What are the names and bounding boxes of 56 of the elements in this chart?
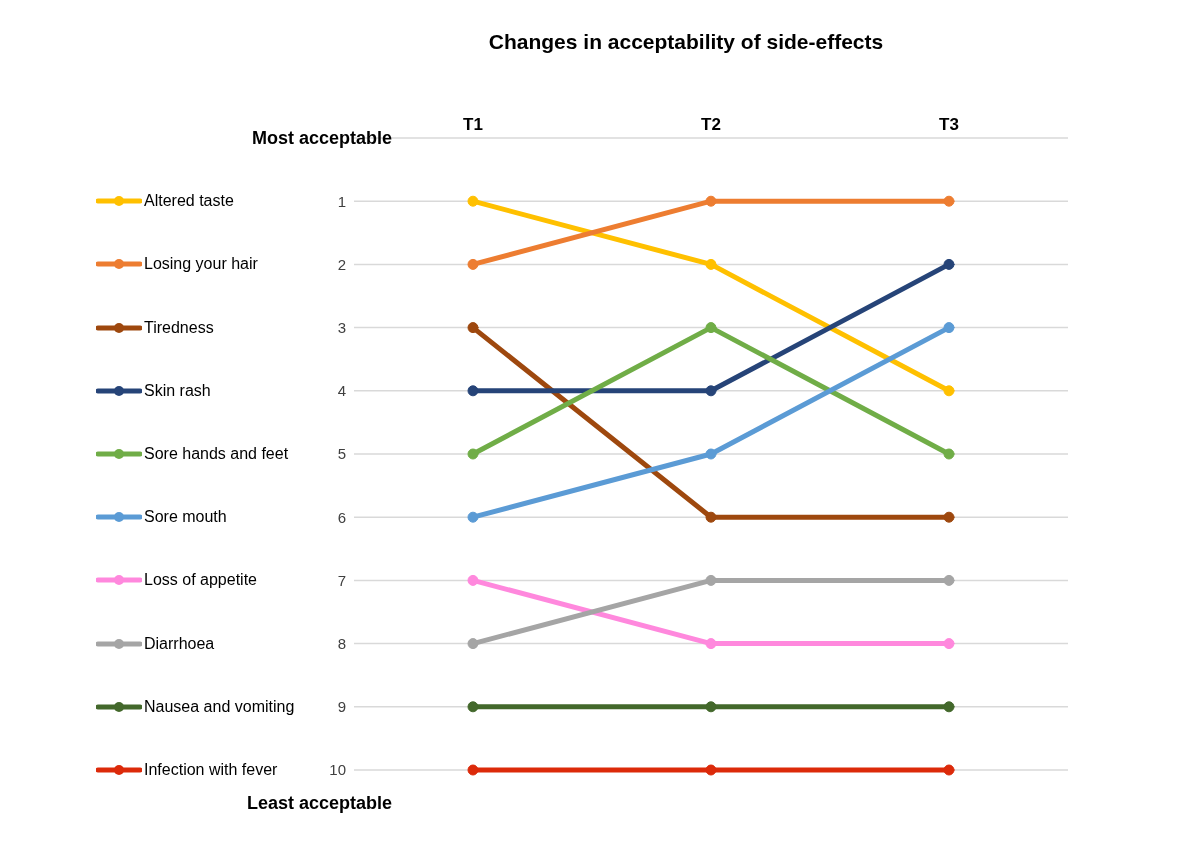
y-tick-label: 6 (337, 508, 346, 526)
point (467, 764, 479, 776)
point (467, 322, 479, 334)
y-tick-label: 10 (329, 761, 346, 779)
legend-label: Sore hands and feet (144, 444, 289, 463)
point (705, 448, 717, 460)
point (467, 574, 479, 586)
point (705, 638, 717, 650)
point (943, 701, 955, 713)
point (705, 701, 717, 713)
legend-label: Sore mouth (144, 508, 227, 527)
point (705, 195, 717, 207)
legend-label: Skin rash (144, 381, 211, 400)
chart-title: Changes in acceptability of side-effects (487, 30, 885, 54)
point (943, 322, 955, 334)
point (943, 385, 955, 397)
y-tick-label: 9 (337, 698, 346, 716)
point (943, 574, 955, 586)
point (705, 764, 717, 776)
y-tick-label: 5 (337, 445, 346, 463)
y-tick-label: 1 (337, 192, 346, 210)
legend-label: Nausea and vomiting (144, 697, 295, 716)
y-tick-label: 3 (337, 318, 346, 336)
y-tick-label: 4 (337, 382, 346, 400)
point (705, 511, 717, 523)
point (467, 511, 479, 523)
point (943, 511, 955, 523)
point (943, 448, 955, 460)
point (467, 258, 479, 270)
legend-label: Tiredness (144, 318, 214, 337)
point (705, 385, 717, 397)
point (705, 574, 717, 586)
legend-label: Diarrhoea (144, 634, 215, 653)
y-tick-label: 2 (337, 255, 346, 273)
x-tick-label: T1 (463, 115, 483, 134)
point (467, 701, 479, 713)
point (705, 322, 717, 334)
point (467, 448, 479, 460)
annotation: Most acceptable (251, 127, 392, 149)
point (943, 764, 955, 776)
point (467, 385, 479, 397)
point (467, 195, 479, 207)
legend-label: Loss of appetite (144, 571, 257, 590)
point (943, 258, 955, 270)
legend-label: Losing your hair (144, 255, 258, 274)
point (943, 638, 955, 650)
legend-label: Infection with fever (144, 760, 278, 779)
text: Least acceptable (246, 792, 392, 814)
y-tick-label: 7 (337, 571, 346, 589)
y-tick-label: 8 (337, 634, 346, 652)
point (467, 638, 479, 650)
x-tick-label: T2 (701, 115, 721, 134)
x-tick-label: T3 (939, 115, 959, 134)
point (943, 195, 955, 207)
point (705, 258, 717, 270)
legend-label: Altered taste (144, 192, 234, 211)
